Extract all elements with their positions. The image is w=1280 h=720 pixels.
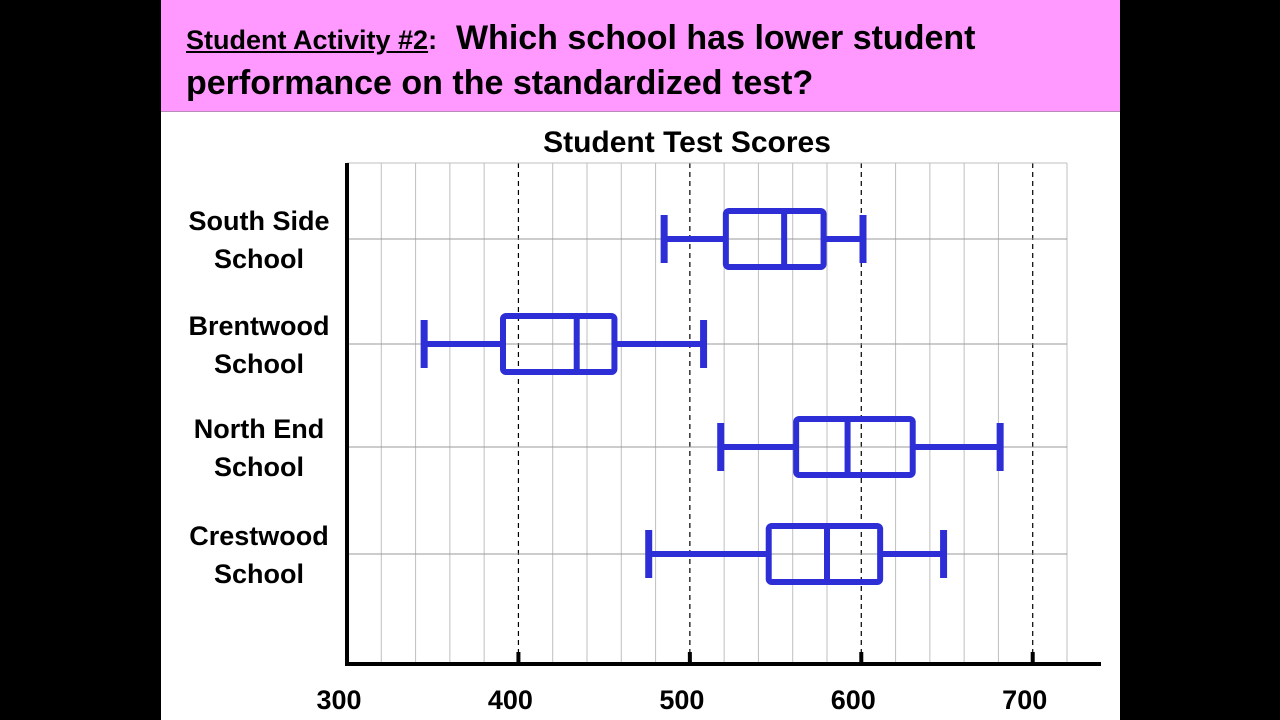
axes: 300 400 500 600 700 (316, 163, 1101, 715)
iqr-box (500, 313, 618, 375)
iqr-box (722, 208, 827, 270)
category-label-line: Brentwood (189, 311, 330, 341)
question-text: Student Activity #2: Which school has lo… (186, 17, 1096, 105)
activity-colon: : (428, 25, 438, 55)
category-label-line: North End (194, 414, 324, 444)
x-tick-label: 300 (316, 685, 361, 715)
box-group (717, 416, 1004, 478)
category-label-line: Crestwood (189, 521, 329, 551)
category-label-line: School (214, 244, 304, 274)
activity-label: Student Activity #2 (186, 25, 429, 55)
category-label-line: School (214, 452, 304, 482)
x-tick-label: 600 (831, 685, 876, 715)
x-tick-label: 500 (659, 685, 704, 715)
category-label-line: South Side (189, 206, 330, 236)
boxes (420, 208, 1004, 585)
boxplot-chart: Student Test Scores South Side SchoolBren… (189, 126, 1101, 715)
category-label: Crestwood School (189, 521, 329, 589)
x-tick-label: 400 (488, 685, 533, 715)
category-label: North End School (194, 414, 324, 482)
chart-title: Student Test Scores (543, 126, 831, 159)
box-group (660, 208, 867, 270)
category-label: Brentwood School (189, 311, 330, 379)
category-label-line: School (214, 349, 304, 379)
box-group (420, 313, 708, 375)
box-group (645, 523, 948, 585)
question-banner: Student Activity #2: Which school has lo… (161, 0, 1120, 112)
slide: Student Activity #2: Which school has lo… (161, 0, 1120, 720)
category-label: South Side School (189, 206, 330, 274)
question-prompt: Which school has lower student performan… (186, 19, 976, 102)
x-tick-label: 700 (1002, 685, 1047, 715)
iqr-box (793, 416, 916, 478)
category-label-line: School (214, 559, 304, 589)
